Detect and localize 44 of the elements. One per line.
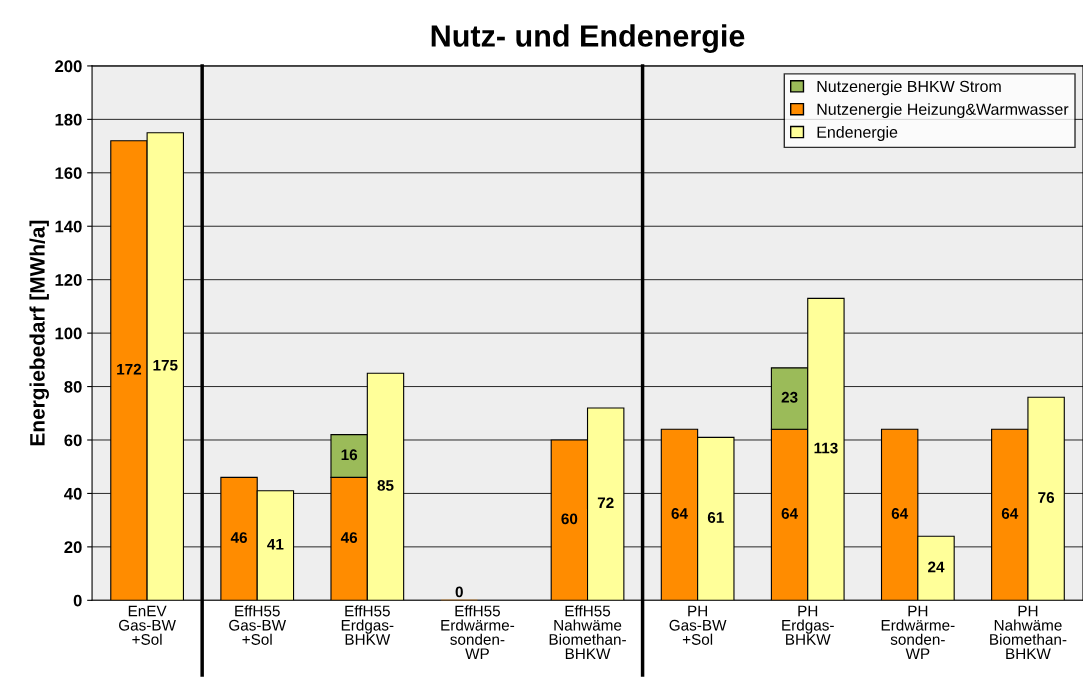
data-label: 46 xyxy=(230,532,247,543)
chart-title: Nutz- und Endenergie xyxy=(431,24,745,53)
x-tick-label: PH Erdgas- BHKW xyxy=(782,605,834,645)
legend-label: Nutzenergie BHKW Strom xyxy=(817,80,1001,96)
data-label: 0 xyxy=(455,586,463,598)
data-label: 61 xyxy=(707,512,724,523)
x-tick-label: PH Gas-BW +Sol xyxy=(669,605,727,645)
y-tick-label: 20 xyxy=(64,541,82,554)
data-label: 23 xyxy=(781,391,798,403)
data-label: 72 xyxy=(597,497,614,509)
legend-label: Endenergie xyxy=(817,126,898,141)
x-tick-label: EffH55 Erdgas- BHKW xyxy=(341,605,394,645)
y-axis-title: Energiebedarf [MWh/a] xyxy=(29,220,49,446)
data-label: 64 xyxy=(671,508,688,519)
data-label: 64 xyxy=(891,508,909,519)
data-label: 41 xyxy=(267,538,284,550)
x-tick-label: EffH55 Erdwärme- sonden- WP xyxy=(441,605,515,659)
data-label: 85 xyxy=(377,480,394,491)
data-label: 24 xyxy=(928,561,945,573)
legend-label: Nutzenergie Heizung&Warmwasser xyxy=(817,103,1069,119)
x-tick-label: PH Nahwäme Biomethan- BHKW xyxy=(990,605,1067,659)
data-label: 76 xyxy=(1038,492,1055,503)
y-tick-label: 180 xyxy=(55,113,82,126)
y-tick-label: 40 xyxy=(64,487,82,500)
y-tick-label: 100 xyxy=(55,327,82,340)
data-label: 16 xyxy=(341,449,358,461)
y-tick-label: 80 xyxy=(64,380,82,393)
x-tick-label: EffH55 Gas-BW +Sol xyxy=(229,605,287,645)
data-label: 113 xyxy=(814,442,838,454)
y-tick-label: 160 xyxy=(55,167,82,180)
data-label: 46 xyxy=(340,532,358,543)
data-label: 175 xyxy=(153,359,178,371)
x-tick-label: PH Erdwärme- sonden- WP xyxy=(881,605,955,659)
y-tick-label: 200 xyxy=(55,60,82,73)
data-label: 64 xyxy=(781,508,798,519)
data-label: 60 xyxy=(561,513,578,525)
data-label: 172 xyxy=(117,363,142,375)
y-tick-label: 120 xyxy=(55,274,82,286)
y-tick-label: 140 xyxy=(55,220,82,233)
y-tick-label: 60 xyxy=(64,434,82,447)
data-label: 64 xyxy=(1001,508,1019,519)
x-tick-label: EffH55 Nahwäme Biomethan- BHKW xyxy=(549,605,626,659)
x-tick-label: EnEV Gas-BW +Sol xyxy=(119,605,176,645)
y-tick-label: 0 xyxy=(73,594,82,607)
